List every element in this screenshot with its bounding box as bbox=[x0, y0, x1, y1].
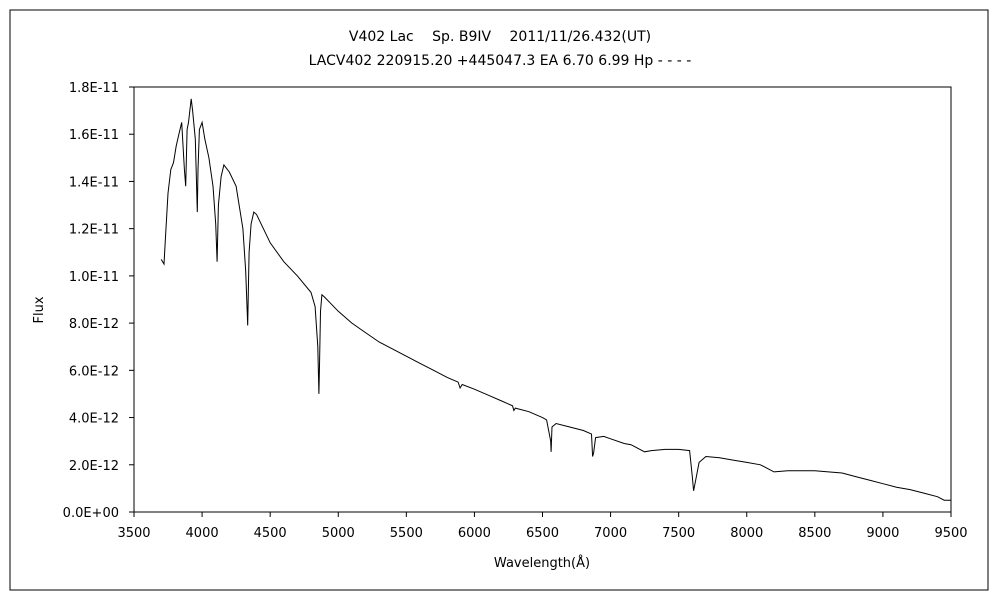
chart-subtitle: LACV402 220915.20 +445047.3 EA 6.70 6.99… bbox=[309, 53, 692, 69]
y-tick-label: 1.4E-11 bbox=[69, 175, 119, 190]
y-axis-label: Flux bbox=[32, 296, 47, 323]
x-tick-label: 4500 bbox=[254, 526, 287, 541]
x-tick-label: 6000 bbox=[458, 526, 491, 541]
x-tick-label: 7000 bbox=[594, 526, 627, 541]
y-tick-label: 1.0E-11 bbox=[69, 270, 119, 285]
x-axis-ticks: 3500 4000 4500 5000 5500 6000 6500 7000 7500 8000… bbox=[117, 512, 968, 541]
x-tick-label: 4000 bbox=[186, 526, 219, 541]
y-tick-label: 2.0E-12 bbox=[69, 459, 119, 474]
chart-frame bbox=[9, 9, 989, 591]
y-tick-label: 1.8E-11 bbox=[69, 81, 119, 96]
x-tick-label: 6500 bbox=[526, 526, 559, 541]
y-tick-label: 8.0E-12 bbox=[69, 317, 119, 332]
y-axis-ticks: 0.0E+00 2.0E-12 4.0E-12 6.0E-12 8.0E-12 1.0E-… bbox=[63, 81, 134, 521]
y-tick-label: 4.0E-12 bbox=[69, 412, 119, 427]
chart-title: V402 Lac Sp. B9IV 2011/11/26.432(UT) bbox=[349, 29, 651, 45]
spectrum-line bbox=[160, 98, 951, 501]
x-tick-label: 5000 bbox=[322, 526, 355, 541]
x-tick-label: 3500 bbox=[117, 526, 150, 541]
x-tick-label: 9000 bbox=[866, 526, 899, 541]
x-tick-label: 9500 bbox=[934, 526, 967, 541]
y-tick-label: 0.0E+00 bbox=[63, 506, 119, 521]
x-tick-label: 7500 bbox=[662, 526, 695, 541]
x-axis-label: Wavelength(Å) bbox=[494, 555, 590, 571]
x-tick-label: 8500 bbox=[798, 526, 831, 541]
y-tick-label: 6.0E-12 bbox=[69, 364, 119, 379]
y-tick-label: 1.2E-11 bbox=[69, 223, 119, 238]
x-tick-label: 8000 bbox=[730, 526, 763, 541]
y-tick-label: 1.6E-11 bbox=[69, 128, 119, 143]
x-tick-label: 5500 bbox=[390, 526, 423, 541]
